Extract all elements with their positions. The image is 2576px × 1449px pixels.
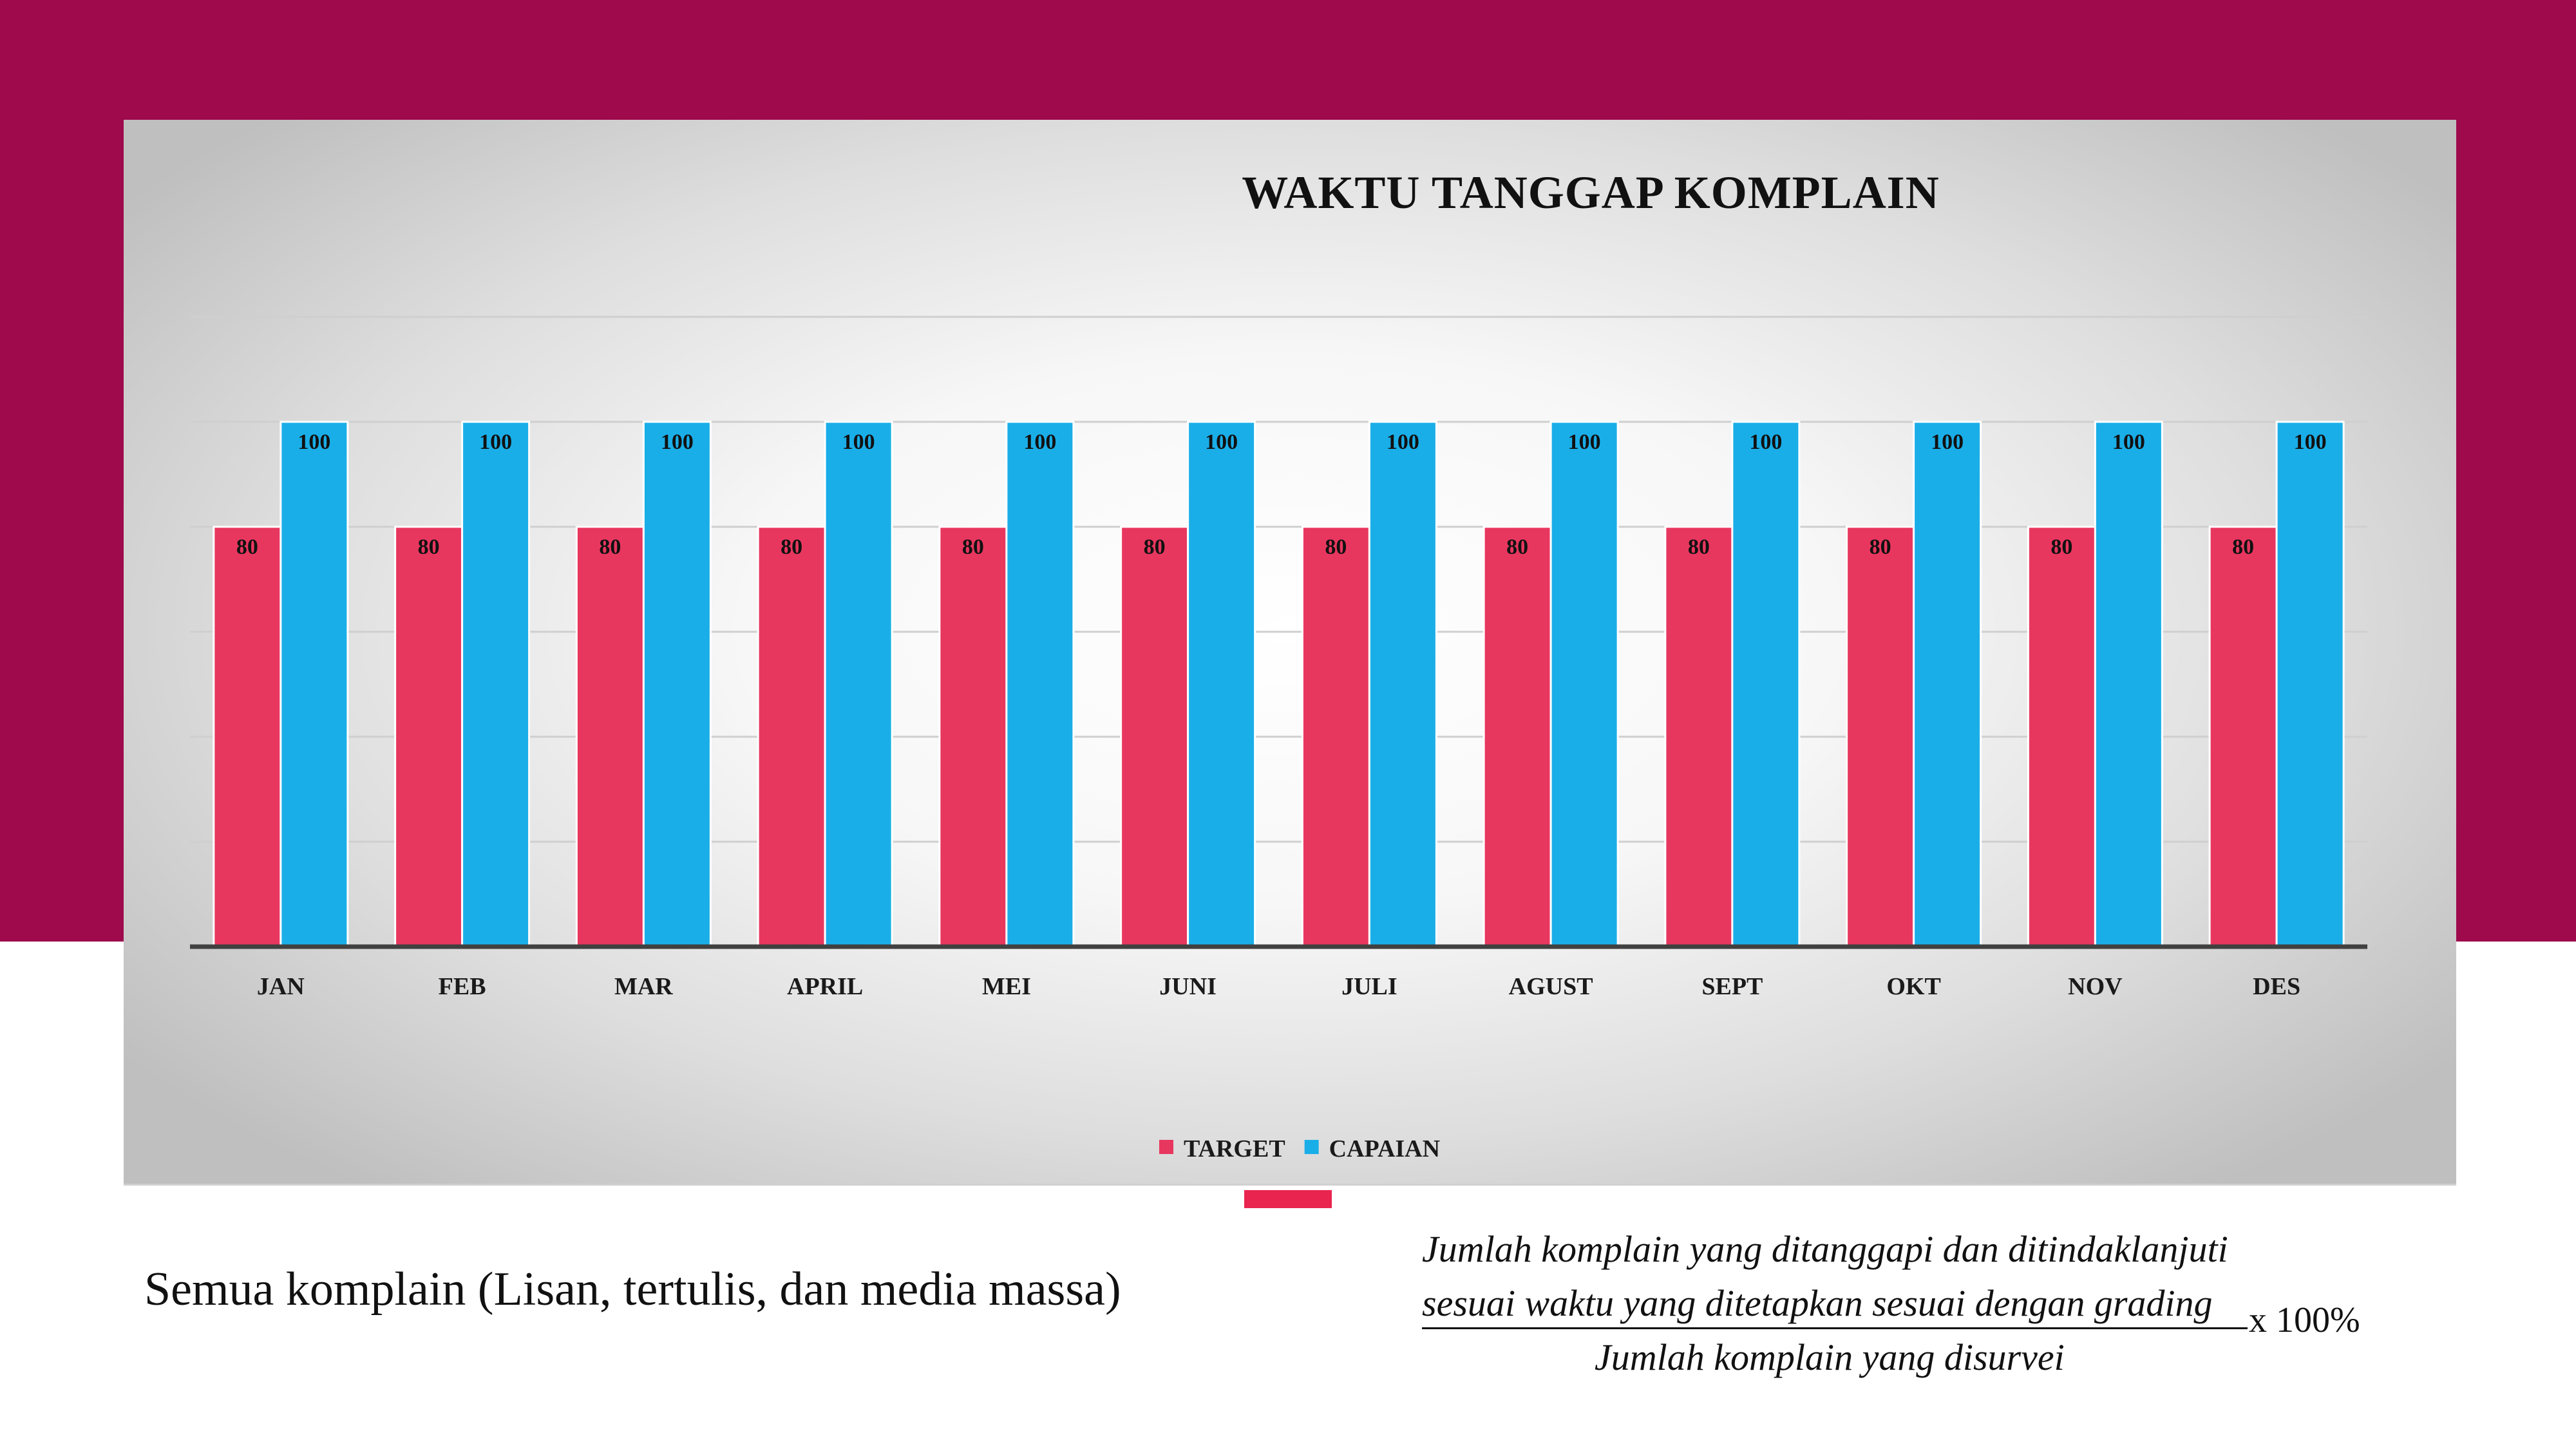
x-tick-label: NOV: [2068, 973, 2123, 1000]
data-label-capaian: 100: [1387, 430, 1419, 454]
bar-target: [1664, 526, 1734, 948]
x-tick-label: MEI: [982, 973, 1031, 1000]
data-label-target: 80: [2232, 535, 2254, 559]
x-tick-label: AGUST: [1509, 973, 1593, 1000]
accent-bar: [1244, 1190, 1332, 1208]
data-label-target: 80: [236, 535, 258, 559]
legend-swatch-target: [1159, 1140, 1173, 1154]
fraction-rule: [1422, 1327, 2248, 1329]
bar-capaian: [1368, 421, 1437, 948]
bar-capaian: [2094, 421, 2163, 948]
formula-numerator-line-1: Jumlah komplain yang ditanggapi dan diti…: [1422, 1228, 2228, 1270]
data-label-capaian: 100: [661, 430, 694, 454]
bar-capaian: [461, 421, 531, 948]
legend-label-capaian: CAPAIAN: [1329, 1135, 1440, 1162]
bar-target: [938, 526, 1008, 948]
data-label-capaian: 100: [2294, 430, 2327, 454]
formula-numerator-line-2: sesuai waktu yang ditetapkan sesuai deng…: [1422, 1282, 2213, 1324]
bar-capaian: [1005, 421, 1075, 948]
x-tick-label: OKT: [1886, 973, 1940, 1000]
data-label-capaian: 100: [1205, 430, 1238, 454]
bar-capaian: [1913, 421, 1982, 948]
bar-target: [575, 526, 645, 948]
bar-target: [1482, 526, 1552, 948]
bar-capaian: [279, 421, 349, 948]
legend-swatch-capaian: [1304, 1140, 1319, 1154]
x-tick-label: APRIL: [787, 973, 863, 1000]
x-tick-label: DES: [2253, 973, 2300, 1000]
bar-target: [213, 526, 282, 948]
data-label-target: 80: [1688, 535, 1710, 559]
data-label-capaian: 100: [298, 430, 330, 454]
data-label-target: 80: [599, 535, 621, 559]
data-label-capaian: 100: [1931, 430, 1964, 454]
data-label-target: 80: [1325, 535, 1347, 559]
x-tick-label: JUNI: [1159, 973, 1217, 1000]
bar-capaian: [1731, 421, 1801, 948]
complaint-scope-caption: Semua komplain (Lisan, tertulis, dan med…: [144, 1263, 1121, 1316]
data-label-capaian: 100: [842, 430, 875, 454]
x-tick-label: SEPT: [1701, 973, 1763, 1000]
bar-capaian: [1549, 421, 1619, 948]
data-label-target: 80: [781, 535, 802, 559]
data-label-capaian: 100: [2112, 430, 2145, 454]
bar-target: [2027, 526, 2096, 948]
x-tick-label: MAR: [614, 973, 673, 1000]
data-label-capaian: 100: [1568, 430, 1601, 454]
data-label-target: 80: [2050, 535, 2072, 559]
bar-target: [1120, 526, 1189, 948]
data-label-target: 80: [1870, 535, 1891, 559]
formula-multiplier: x 100%: [2249, 1300, 2360, 1340]
bar-target: [394, 526, 464, 948]
bar-target: [2208, 526, 2278, 948]
formula: Jumlah komplain yang ditanggapi dan diti…: [1422, 1222, 2388, 1378]
bar-capaian: [2275, 421, 2345, 948]
x-tick-label: FEB: [439, 973, 486, 1000]
data-label-capaian: 100: [1023, 430, 1056, 454]
x-tick-label: JULI: [1341, 973, 1397, 1000]
data-label-target: 80: [962, 535, 984, 559]
bar-capaian: [824, 421, 893, 948]
x-tick-label: JAN: [257, 973, 305, 1000]
data-label-target: 80: [1144, 535, 1166, 559]
formula-denominator: Jumlah komplain yang disurvei: [1595, 1336, 2065, 1378]
legend-label-target: TARGET: [1184, 1135, 1285, 1162]
bar-capaian: [642, 421, 712, 948]
data-label-target: 80: [1506, 535, 1528, 559]
bar-target: [1301, 526, 1370, 948]
data-label-capaian: 100: [1749, 430, 1782, 454]
data-label-capaian: 100: [479, 430, 512, 454]
bar-target: [1846, 526, 1915, 948]
bar-target: [757, 526, 826, 948]
bar-capaian: [1187, 421, 1256, 948]
data-label-target: 80: [418, 535, 440, 559]
